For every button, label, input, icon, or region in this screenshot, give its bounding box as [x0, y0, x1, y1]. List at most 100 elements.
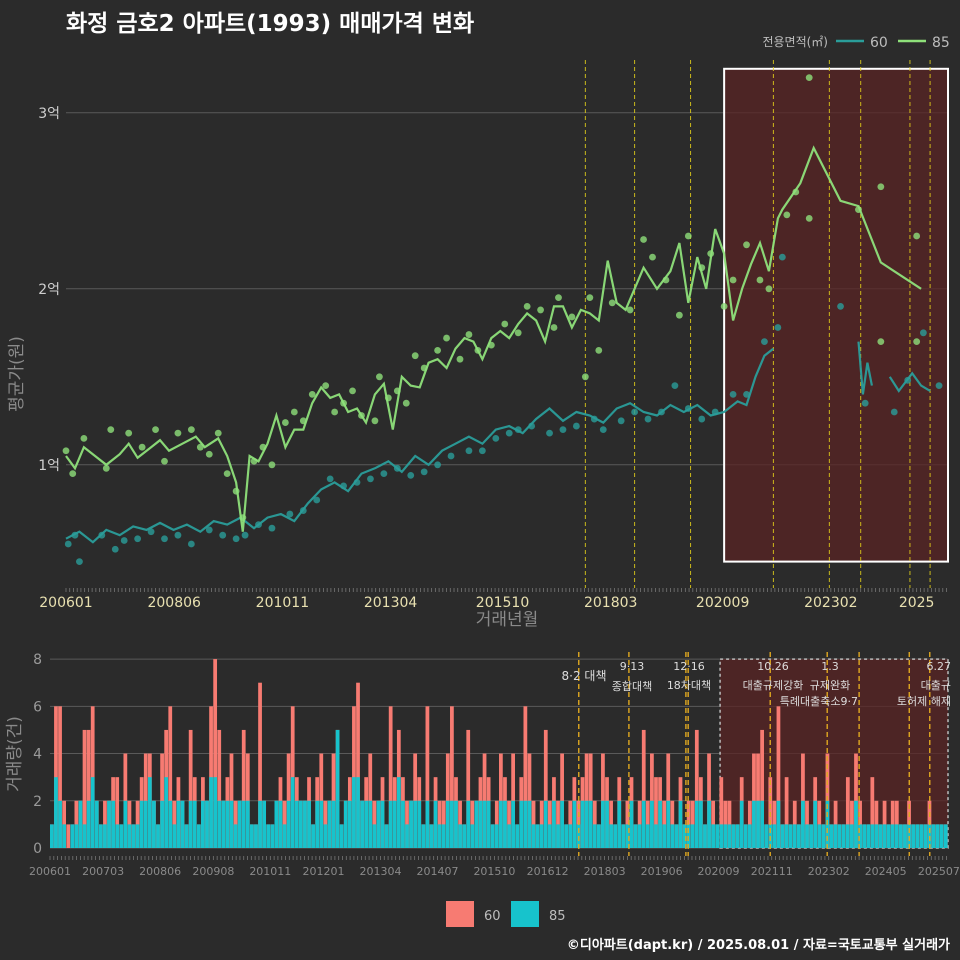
volume-bar-85	[694, 800, 699, 848]
volume-bar-85	[298, 800, 303, 848]
volume-bar-85	[609, 824, 613, 848]
volume-x-tick-label: 202009	[698, 865, 740, 878]
volume-x-tick-label: 201803	[584, 865, 626, 878]
volume-bar-60	[115, 777, 120, 848]
volume-bar-60	[784, 777, 789, 848]
price-point-60	[219, 531, 227, 539]
volume-bar-85	[560, 800, 564, 848]
volume-bar-60	[723, 800, 728, 848]
volume-bar-85	[270, 824, 275, 848]
volume-bar-85	[796, 824, 801, 848]
volume-bar-85	[919, 824, 924, 848]
price-point-60	[407, 471, 415, 479]
price-point-85	[608, 299, 616, 307]
volume-bar-85	[650, 800, 654, 848]
price-point-85	[684, 232, 692, 240]
volume-bar-60	[592, 800, 597, 848]
price-point-60	[268, 524, 276, 532]
price-point-85	[443, 334, 450, 342]
volume-bar-85	[160, 800, 164, 848]
volume-bar-60	[641, 729, 646, 848]
price-point-60	[478, 447, 486, 455]
volume-bar-85	[152, 800, 156, 848]
volume-bar-85	[111, 800, 115, 848]
volume-bar-85	[86, 800, 91, 848]
volume-bar-85	[74, 824, 79, 848]
volume-bar-85	[62, 824, 67, 848]
volume-bar-60	[625, 800, 630, 848]
volume-bar-85	[903, 824, 907, 848]
volume-bar-85	[229, 800, 234, 848]
volume-bar-85	[356, 777, 360, 848]
volume-bar-60	[217, 729, 222, 848]
volume-bar-60	[531, 800, 536, 848]
volume-x-tick-label: 200703	[82, 865, 124, 878]
volume-bar-85	[731, 824, 736, 848]
price-point-85	[125, 429, 133, 437]
volume-bar-85	[388, 800, 393, 848]
volume-policy-label: 규제완화	[810, 679, 850, 692]
price-point-85	[805, 215, 813, 222]
volume-bar-85	[147, 777, 152, 848]
volume-bar-85	[127, 824, 132, 848]
volume-bar-85	[899, 824, 903, 848]
price-x-tick-label: 202302	[804, 595, 857, 611]
volume-bar-85	[458, 824, 462, 848]
volume-bar-60	[874, 800, 879, 848]
volume-bar-60	[772, 800, 777, 848]
volume-bar-85	[752, 800, 756, 848]
volume-bar-85	[780, 824, 785, 848]
volume-bar-85	[866, 824, 871, 848]
volume-bar-60	[568, 800, 573, 848]
volume-bar-60	[58, 706, 62, 848]
volume-bar-85	[837, 824, 842, 848]
price-point-85	[434, 347, 442, 354]
volume-bar-85	[511, 800, 516, 848]
volume-policy-date: 6.27	[927, 660, 952, 673]
volume-x-tick-label: 202111	[751, 865, 793, 878]
volume-bar-85	[690, 824, 695, 848]
price-point-85	[568, 313, 576, 321]
volume-bar-60	[213, 659, 218, 848]
price-point-60	[631, 408, 638, 416]
volume-bar-85	[294, 800, 299, 848]
price-point-60	[420, 468, 428, 476]
volume-bar-85	[703, 824, 707, 848]
volume-bar-60	[637, 800, 642, 848]
volume-bar-60	[523, 706, 528, 848]
volume-x-tick-label: 200601	[29, 865, 71, 878]
volume-bar-85	[339, 824, 344, 848]
price-point-85	[586, 294, 594, 301]
volume-bar-60	[833, 800, 838, 848]
volume-bar-60	[870, 777, 875, 848]
volume-bar-85	[368, 800, 373, 848]
volume-bar-85	[347, 800, 352, 848]
volume-bar-85	[343, 800, 348, 848]
volume-bar-85	[776, 800, 781, 848]
price-point-85	[465, 331, 473, 338]
price-point-85	[756, 276, 764, 284]
volume-bar-60	[711, 800, 716, 848]
volume-bar-60	[82, 729, 87, 848]
volume-bar-85	[352, 777, 356, 848]
volume-policy-label: 토허제 해제	[897, 694, 951, 708]
volume-bar-85	[756, 800, 760, 848]
volume-bar-85	[180, 800, 185, 848]
volume-bar-60	[817, 800, 822, 848]
volume-x-tick-label: 201612	[527, 865, 569, 878]
price-x-tick-label: 200806	[147, 595, 201, 611]
volume-bar-85	[396, 777, 401, 848]
price-point-85	[371, 417, 379, 425]
volume-bar-85	[870, 824, 875, 848]
volume-bar-85	[474, 800, 479, 848]
volume-bar-85	[674, 824, 679, 848]
volume-bar-85	[911, 824, 916, 848]
volume-bar-85	[107, 800, 111, 848]
volume-bar-85	[658, 800, 662, 848]
price-point-60	[729, 391, 737, 398]
volume-bar-85	[94, 800, 99, 848]
volume-bar-85	[70, 824, 75, 848]
price-point-85	[402, 399, 410, 407]
price-point-85	[523, 303, 531, 310]
volume-bar-60	[405, 800, 409, 848]
